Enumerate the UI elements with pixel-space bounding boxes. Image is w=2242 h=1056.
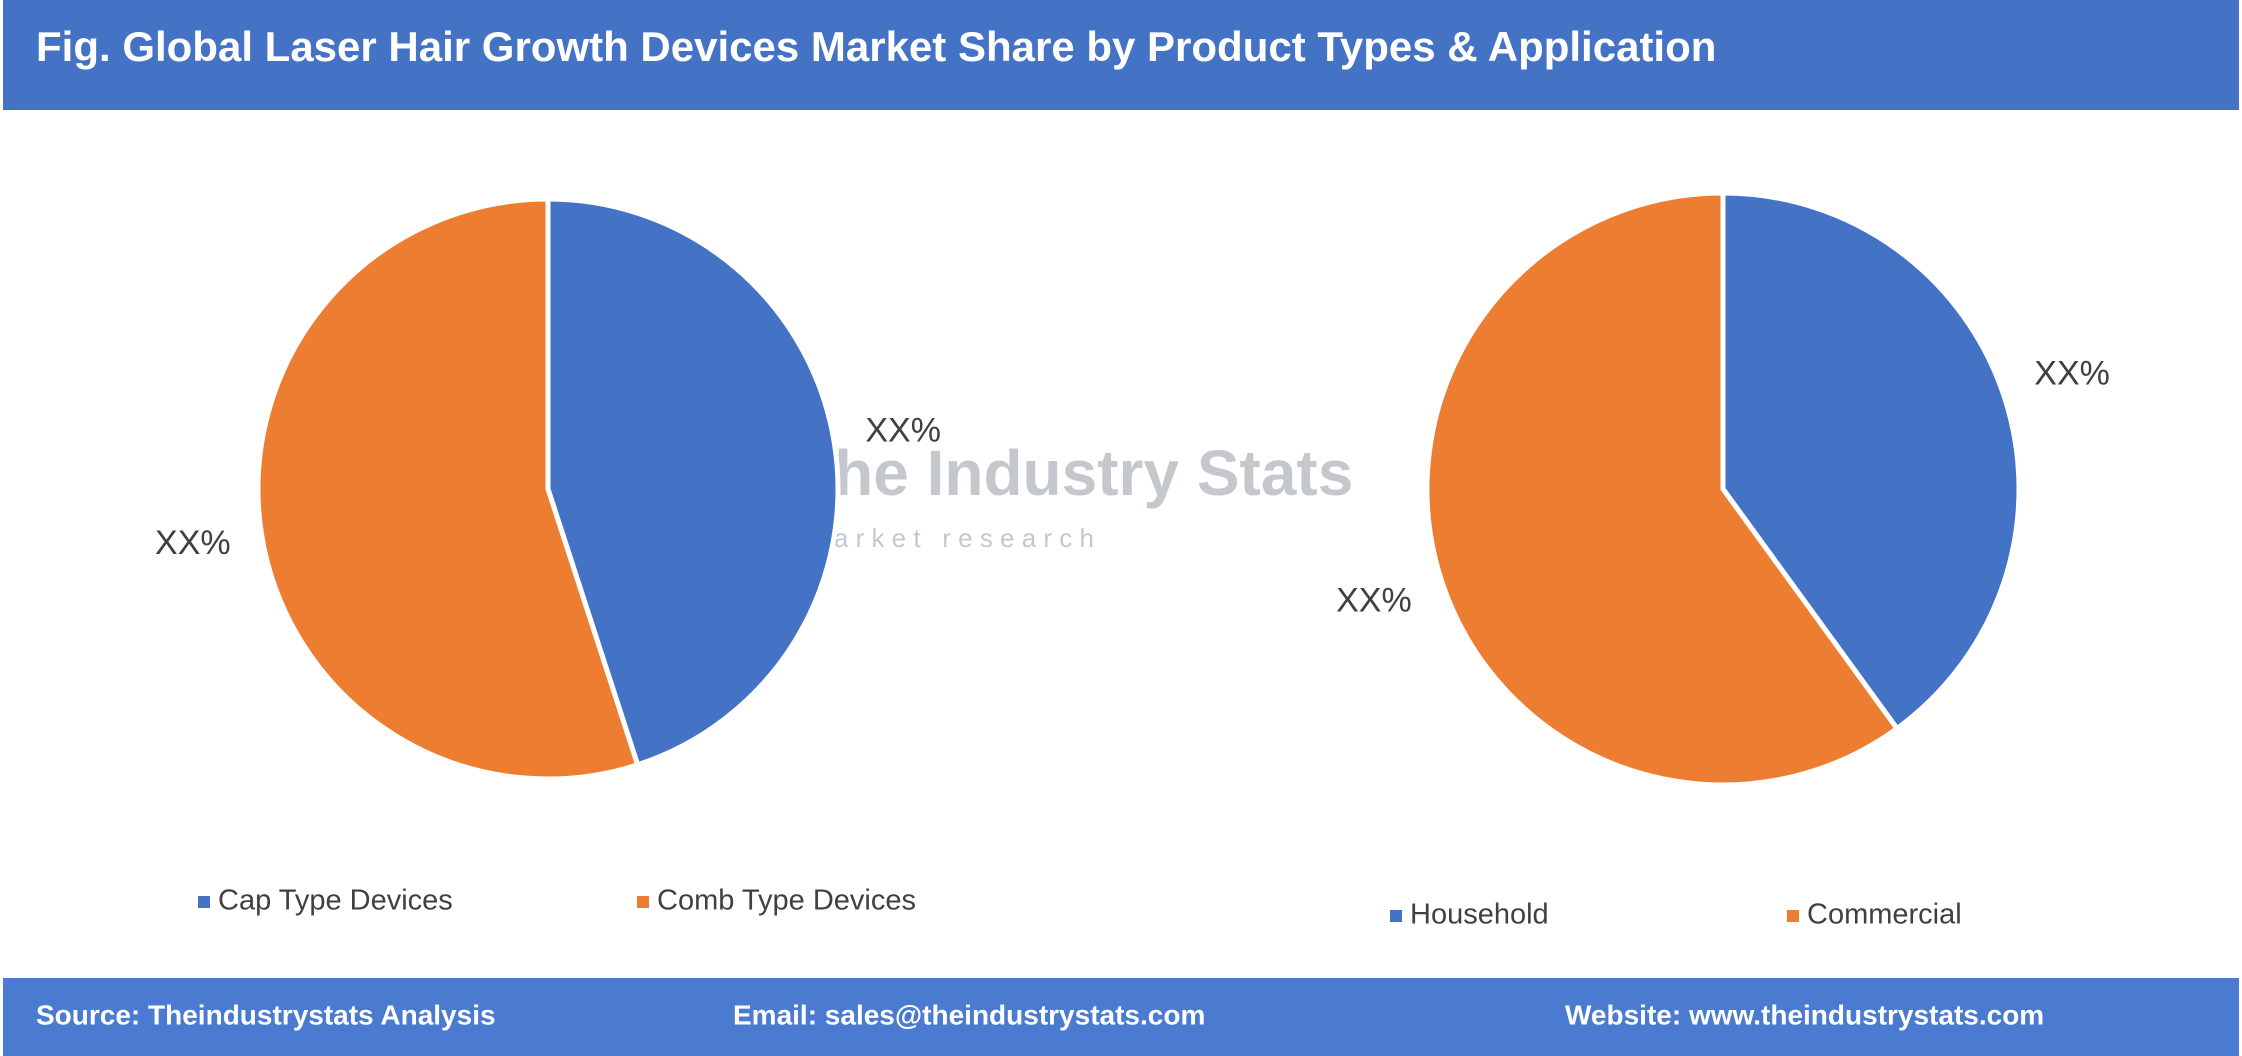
legend-marker — [1390, 910, 1402, 922]
footer-bar — [3, 978, 2239, 1056]
footer-email: Email: sales@theindustrystats.com — [733, 999, 1205, 1030]
data-label: XX% — [2034, 355, 2110, 393]
pie-slice — [255, 196, 641, 782]
watermark: The Industry Stats m a r k e t r e s e a… — [615, 425, 1353, 575]
data-label: XX% — [155, 524, 231, 562]
watermark-name: The Industry Stats — [795, 437, 1353, 509]
legend-marker — [198, 896, 210, 908]
data-label: XX% — [865, 412, 941, 450]
legend-marker — [637, 896, 649, 908]
legend-label: Cap Type Devices — [218, 885, 453, 917]
pie-slice — [1424, 190, 1900, 788]
header-bar — [3, 0, 2239, 110]
watermark-tagline: m a r k e t r e s e a r c h — [805, 523, 1094, 553]
page-title: Fig. Global Laser Hair Growth Devices Ma… — [36, 23, 1716, 70]
data-label: XX% — [1336, 581, 1412, 619]
pie-slice — [545, 196, 841, 768]
legend-label: Commercial — [1807, 899, 1962, 931]
legend-label: Comb Type Devices — [657, 885, 916, 917]
pie-slice — [1720, 190, 2022, 731]
legend-marker — [1787, 910, 1799, 922]
footer-source: Source: Theindustrystats Analysis — [36, 999, 496, 1030]
legend-label: Household — [1410, 899, 1549, 931]
footer-website: Website: www.theindustrystats.com — [1565, 999, 2044, 1030]
